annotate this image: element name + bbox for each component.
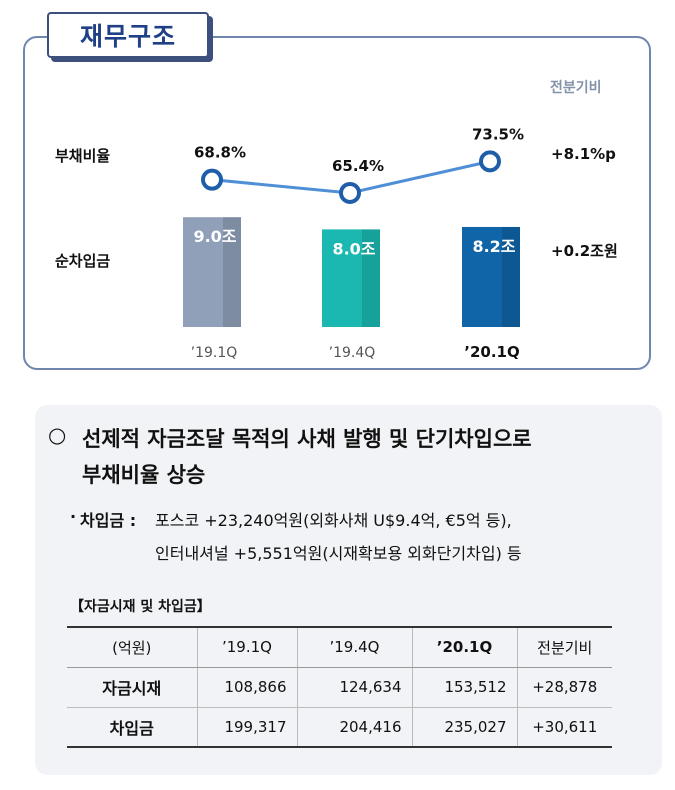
- fund-debt-table: (억원) ’19.1Q ’19.4Q ’20.1Q 전분기비 자금시재 108,…: [67, 626, 612, 748]
- title-tab: 재무구조: [47, 12, 209, 58]
- sub-label: 차입금 :: [80, 511, 137, 530]
- headline-line2: 부채비율 상승: [82, 463, 206, 487]
- debt-ratio-point: [201, 168, 223, 191]
- headline-line1: 선제적 자금조달 목적의 사채 발행 및 단기차입으로: [82, 427, 532, 451]
- table-header: ’19.1Q: [196, 626, 297, 668]
- table-cell: 204,416: [296, 707, 412, 748]
- table-header: 전분기비: [516, 626, 612, 668]
- sub-line1: 포스코 +23,240억원(외화사채 U$9.4억, €5억 등),: [155, 511, 512, 530]
- debt-ratio-value-label: 68.8%: [194, 144, 246, 162]
- unit-note: 전분기비: [550, 80, 602, 96]
- bar-value-label: 8.0조: [332, 239, 375, 258]
- debt-ratio-point: [479, 150, 501, 173]
- page-title: 재무구조: [79, 22, 176, 51]
- net-debt-change: +0.2조원: [551, 242, 618, 260]
- row-label: 차입금: [67, 707, 197, 748]
- debt-ratio-value-label: 65.4%: [332, 157, 384, 175]
- debt-ratio-label: 부채비율: [55, 147, 111, 165]
- sub-line2: 인터내셔널 +5,551억원(시재확보용 외화단기차입) 등: [155, 544, 522, 563]
- x-tick-label: ’19.4Q: [329, 345, 376, 361]
- x-tick-label: ’20.1Q: [464, 343, 519, 361]
- debt-ratio-change: +8.1%p: [551, 145, 616, 163]
- chart-svg: 9.0조 8.0조 8.2조 68.8% 65.4% 73.5% ’19.1Q ’19.4Q ’…: [183, 125, 524, 361]
- row-label: 자금시재: [67, 667, 197, 708]
- table-cell: +30,611: [516, 707, 612, 748]
- bar-value-label: 9.0조: [193, 227, 236, 246]
- table-header: (억원): [67, 626, 197, 668]
- table-title: 【자금시재 및 차입금】: [70, 599, 211, 615]
- x-tick-label: ’19.1Q: [191, 345, 238, 361]
- table-header: ’19.4Q: [296, 626, 412, 668]
- table-cell: 108,866: [196, 667, 297, 708]
- table-cell: +28,878: [516, 667, 612, 708]
- bar-value-label: 8.2조: [472, 237, 515, 256]
- table-cell: 235,027: [411, 707, 517, 748]
- table-row: 자금시재 108,866 124,634 153,512 +28,878: [67, 667, 612, 708]
- bar-shade: [362, 229, 380, 327]
- table-cell: 153,512: [411, 667, 517, 708]
- bullet-circle: ○: [48, 423, 67, 447]
- bar-shade: [223, 217, 241, 327]
- debt-ratio-point: [339, 181, 361, 204]
- sub-bullet: ·: [70, 507, 77, 526]
- table-header: ’20.1Q: [411, 626, 517, 668]
- table-cell: 199,317: [196, 707, 297, 748]
- debt-ratio-value-label: 73.5%: [472, 125, 524, 143]
- bar: [183, 217, 241, 327]
- bar: [322, 229, 380, 327]
- table-cell: 124,634: [296, 667, 412, 708]
- net-debt-label: 순차입금: [55, 252, 111, 270]
- bar-shade: [502, 226, 520, 327]
- bar: [462, 226, 520, 327]
- table-row: 차입금 199,317 204,416 235,027 +30,611: [67, 707, 612, 748]
- table-header-row: (억원) ’19.1Q ’19.4Q ’20.1Q 전분기비: [67, 626, 612, 668]
